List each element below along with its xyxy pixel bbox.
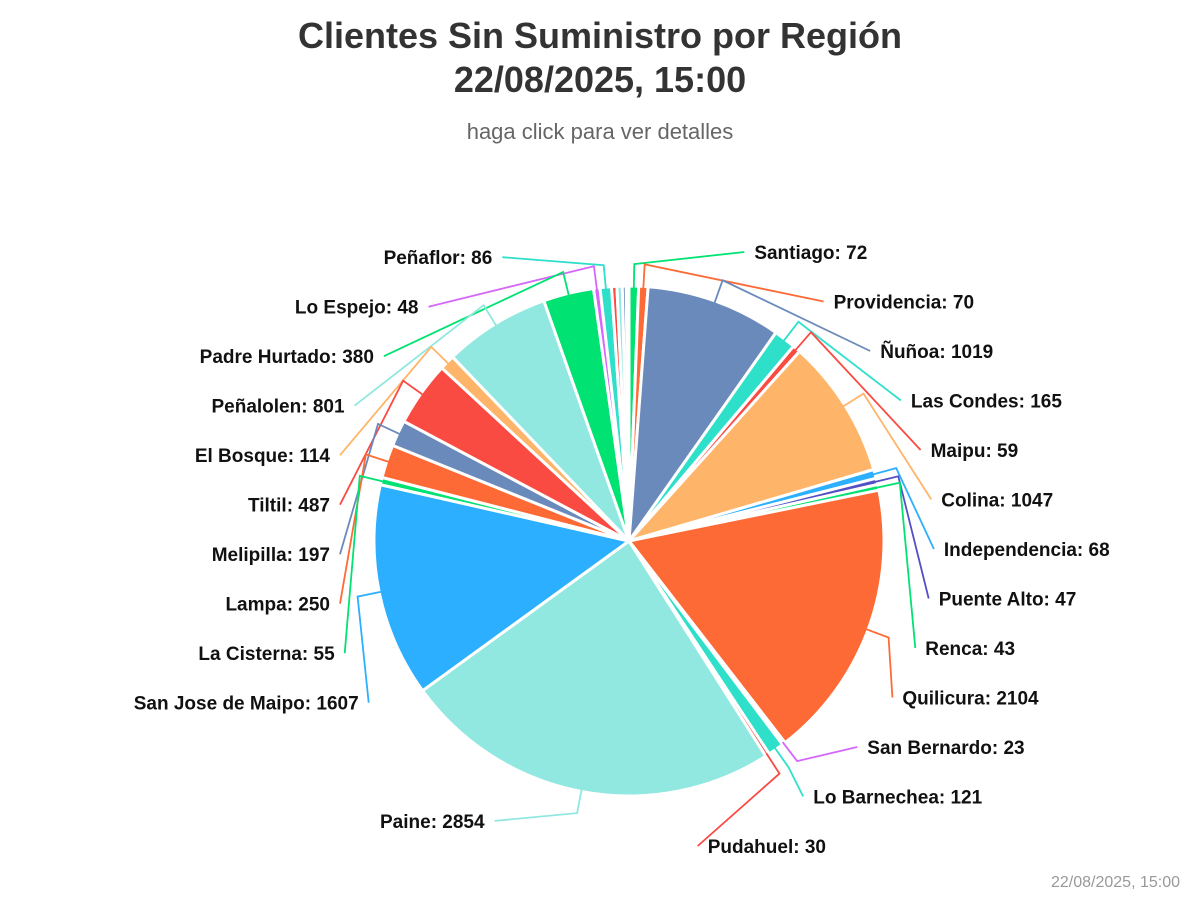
connector-maipu: [794, 330, 922, 451]
connector-puente-alto: [874, 475, 930, 599]
connector-quilicura: [865, 628, 894, 698]
data-label-puente-alto: Puente Alto: 47: [939, 590, 1077, 611]
data-label-lo-barnechea: Lo Barnechea: 121: [813, 788, 982, 809]
data-label-nunoa: Ñuñoa: 1019: [880, 341, 993, 363]
connector-santiago: [632, 251, 745, 289]
data-label-colina: Colina: 1047: [941, 491, 1053, 512]
connector-pudahuel: [697, 752, 781, 847]
connector-paine: [494, 789, 583, 822]
connector-melipilla: [339, 422, 401, 555]
chart-title: Clientes Sin Suministro por Región 22/08…: [0, 14, 1200, 102]
connector-providencia: [642, 263, 824, 303]
connector-lo-barnechea: [774, 747, 805, 797]
connector-tiltil: [339, 379, 424, 506]
data-label-penaflor: Peñaflor: 86: [384, 248, 493, 269]
connector-penalolen: [353, 303, 497, 407]
connector-lampa: [339, 453, 389, 604]
connector-la-cisterna: [343, 474, 384, 654]
connector-lo-espejo: [428, 265, 598, 308]
connector-colina: [842, 392, 933, 500]
data-label-lo-espejo: Lo Espejo: 48: [295, 298, 419, 319]
connector-independencia: [872, 467, 935, 550]
data-label-el-bosque: El Bosque: 114: [195, 446, 331, 467]
chart-title-line1: Clientes Sin Suministro por Región: [297, 15, 903, 56]
connector-nunoa: [713, 279, 871, 352]
connector-penaflor: [502, 256, 607, 290]
data-label-la-cisterna: La Cisterna: 55: [198, 644, 335, 665]
data-label-maipu: Maipu: 59: [931, 441, 1019, 462]
connector-san-jose-de-maipo: [356, 590, 382, 703]
connector-las-condes: [782, 320, 902, 402]
data-label-paine: Paine: 2854: [380, 812, 485, 833]
chart-title-line2: 22/08/2025, 15:00: [453, 59, 747, 100]
connector-san-bernardo: [781, 741, 858, 763]
data-label-san-bernardo: San Bernardo: 23: [867, 738, 1024, 759]
data-label-padre-hurtado: Padre Hurtado: 380: [200, 347, 374, 368]
footer-timestamp: 22/08/2025, 15:00: [1050, 874, 1180, 891]
data-label-tiltil: Tiltil: 487: [248, 496, 330, 517]
data-label-renca: Renca: 43: [925, 639, 1015, 660]
data-label-san-jose-de-maipo: San Jose de Maipo: 1607: [134, 694, 359, 715]
data-label-santiago: Santiago: 72: [754, 243, 867, 264]
data-label-penalolen: Peñalolen: 801: [211, 397, 344, 418]
data-label-melipilla: Melipilla: 197: [212, 545, 330, 566]
chart-subtitle: haga click para ver detalles: [466, 119, 734, 144]
data-label-pudahuel: Pudahuel: 30: [708, 837, 826, 858]
data-label-lampa: Lampa: 250: [225, 595, 330, 616]
data-label-quilicura: Quilicura: 2104: [902, 689, 1039, 710]
connector-el-bosque: [339, 345, 450, 456]
data-label-independencia: Independencia: 68: [944, 540, 1110, 561]
connector-padre-hurtado: [383, 270, 570, 358]
pie-slice-vitacura[interactable]: [624, 284, 631, 543]
data-label-las-condes: Las Condes: 165: [911, 392, 1062, 413]
connector-renca: [876, 481, 917, 649]
data-label-providencia: Providencia: 70: [834, 293, 974, 314]
